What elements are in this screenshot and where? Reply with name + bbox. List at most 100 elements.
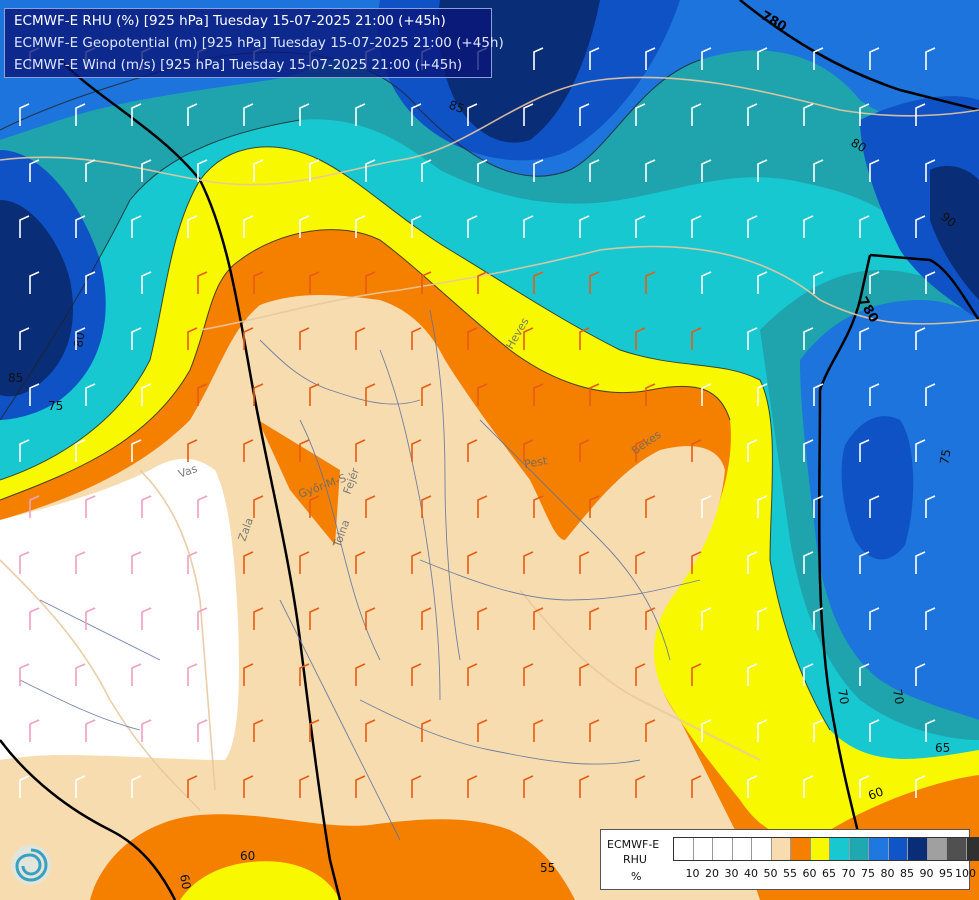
wind-barb: [355, 551, 366, 574]
wind-barb: [85, 271, 96, 294]
wind-barb: [589, 271, 600, 294]
wind-barb: [747, 439, 758, 462]
wind-barb: [803, 775, 814, 798]
wind-barb: [925, 271, 936, 294]
wind-barb: [523, 103, 534, 126]
wind-barb: [813, 383, 824, 406]
contour-label: 60: [240, 849, 255, 863]
rh-field-90-ne: [930, 165, 979, 300]
wind-barb: [411, 551, 422, 574]
legend-swatch: [713, 838, 733, 860]
contour-label: 70: [835, 688, 851, 705]
wind-barb: [365, 495, 376, 518]
contour-label: 75: [48, 399, 63, 413]
wind-barb: [523, 663, 534, 686]
wind-barb: [131, 327, 142, 350]
legend-tick-label: 10: [685, 867, 700, 880]
wind-barb: [75, 327, 86, 350]
wind-barb: [253, 607, 264, 630]
legend-swatch: [927, 838, 947, 860]
title-wind: ECMWF-E Wind (m/s) [925 hPa] Tuesday 15-…: [14, 57, 463, 73]
wind-barb: [187, 103, 198, 126]
wind-barb: [243, 103, 254, 126]
contour-label: 85: [8, 371, 23, 385]
wind-barb: [299, 103, 310, 126]
wind-barb: [299, 327, 310, 350]
legend-tick-label: 80: [880, 867, 895, 880]
wind-barb: [75, 215, 86, 238]
wind-barb: [85, 607, 96, 630]
wind-barb: [187, 775, 198, 798]
wind-barb: [869, 495, 880, 518]
wind-barb: [421, 607, 432, 630]
wind-barb: [299, 775, 310, 798]
legend-unit: %: [631, 870, 642, 883]
wind-barb: [757, 271, 768, 294]
wind-barb: [187, 439, 198, 462]
wind-barb: [533, 47, 544, 70]
wind-barb: [579, 439, 590, 462]
wind-barb: [421, 159, 432, 182]
wind-barb: [925, 383, 936, 406]
wind-barb: [589, 47, 600, 70]
wind-barb: [365, 271, 376, 294]
wind-barb: [141, 383, 152, 406]
wind-barb: [757, 159, 768, 182]
ecmwf-logo-icon: [11, 845, 51, 885]
wind-barb: [701, 495, 712, 518]
legend-tick-label: 30: [724, 867, 739, 880]
rh-field-65-south: [180, 861, 340, 900]
contour-label: 60: [866, 784, 885, 802]
wind-barb: [131, 551, 142, 574]
wind-barb: [757, 495, 768, 518]
wind-barb: [747, 215, 758, 238]
wind-barb: [645, 159, 656, 182]
wind-barb: [477, 495, 488, 518]
wind-barb: [29, 607, 40, 630]
wind-barb: [141, 271, 152, 294]
wind-barb: [19, 551, 30, 574]
wind-barb: [197, 719, 208, 742]
contour-label: 55: [540, 861, 555, 875]
wind-barb: [803, 551, 814, 574]
wind-barb: [813, 495, 824, 518]
wind-barb: [477, 383, 488, 406]
wind-barb: [691, 103, 702, 126]
wind-barb: [19, 439, 30, 462]
wind-barb: [187, 551, 198, 574]
wind-barb: [579, 775, 590, 798]
wind-barb: [467, 775, 478, 798]
wind-barb: [421, 495, 432, 518]
wind-barb: [141, 495, 152, 518]
wind-barb: [29, 383, 40, 406]
legend-swatch: [810, 838, 830, 860]
legend-swatch: [888, 838, 908, 860]
wind-barb: [75, 663, 86, 686]
wind-barb: [645, 719, 656, 742]
wind-barb: [691, 551, 702, 574]
legend-ticks: 10 20 30 40 50 55 60 65 70 75 80 85 90 95 100: [673, 867, 977, 881]
wind-barb: [757, 719, 768, 742]
wind-barb: [197, 159, 208, 182]
wind-barb: [645, 383, 656, 406]
wind-barb: [421, 383, 432, 406]
wind-barb: [477, 719, 488, 742]
wind-barb: [533, 159, 544, 182]
wind-barb: [467, 103, 478, 126]
wind-barb: [925, 47, 936, 70]
wind-barb: [691, 439, 702, 462]
wind-barb: [477, 607, 488, 630]
wind-barb: [589, 719, 600, 742]
legend-swatch: [752, 838, 772, 860]
wind-barb: [197, 607, 208, 630]
wind-barb: [253, 159, 264, 182]
wind-barb: [635, 439, 646, 462]
wind-barb: [141, 159, 152, 182]
wind-barb: [131, 439, 142, 462]
wind-barb: [533, 383, 544, 406]
wind-barb: [915, 215, 926, 238]
wind-barb: [691, 775, 702, 798]
wind-barb: [75, 439, 86, 462]
wind-barb: [29, 271, 40, 294]
wind-barb: [635, 215, 646, 238]
